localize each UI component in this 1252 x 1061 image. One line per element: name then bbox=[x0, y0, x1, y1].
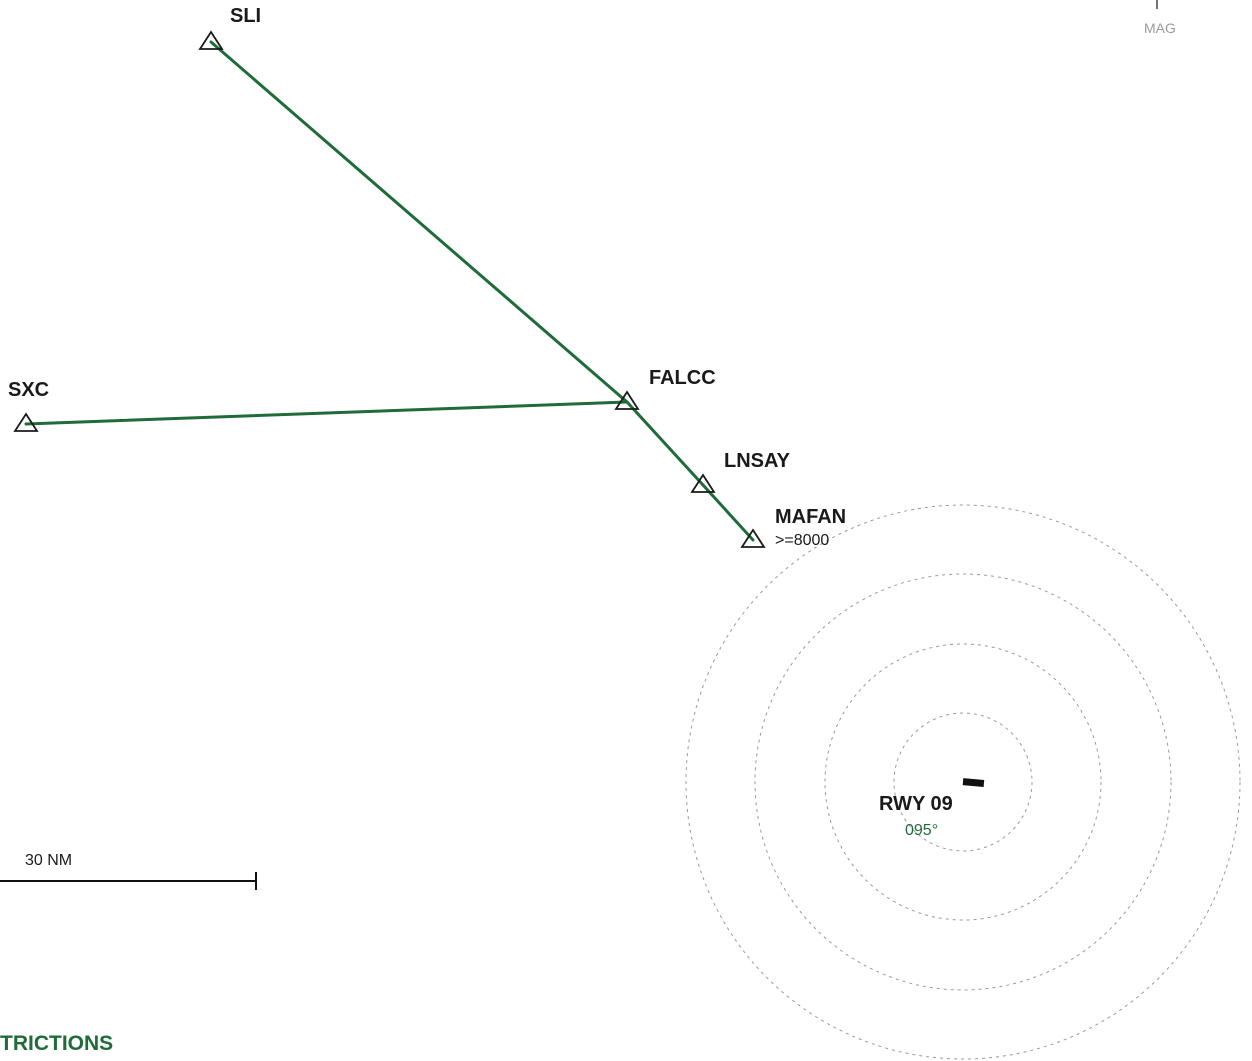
routes bbox=[24, 40, 755, 542]
waypoint-mafan-label: MAFAN bbox=[775, 506, 846, 528]
route-falcc-lnsay[interactable] bbox=[625, 400, 705, 487]
waypoint-mafan-icon[interactable] bbox=[740, 528, 766, 548]
waypoint-sxc-label: SXC bbox=[8, 379, 49, 401]
waypoint-sxc-icon[interactable] bbox=[13, 412, 39, 432]
runway-icon[interactable] bbox=[962, 778, 985, 787]
route-sli-falcc[interactable] bbox=[209, 40, 629, 404]
waypoint-falcc-icon[interactable] bbox=[614, 390, 640, 410]
north-label: MAG bbox=[1144, 20, 1176, 36]
runway-heading: 095° bbox=[905, 822, 938, 839]
route-lnsay-mafan[interactable] bbox=[701, 483, 755, 542]
waypoint-lnsay-label: LNSAY bbox=[724, 450, 791, 472]
distance-ring-3 bbox=[754, 573, 1172, 991]
waypoint-sli-label: SLI bbox=[230, 5, 261, 27]
distance-ring-4 bbox=[685, 504, 1241, 1060]
section-title: TRICTIONS bbox=[0, 1032, 113, 1055]
distance-rings bbox=[685, 504, 1241, 1060]
waypoint-sli-icon[interactable] bbox=[198, 30, 224, 50]
north-indicator: MAG bbox=[1144, 0, 1176, 36]
waypoint-markers bbox=[13, 30, 766, 548]
waypoint-lnsay-icon[interactable] bbox=[690, 473, 716, 493]
route-sxc-falcc[interactable] bbox=[24, 400, 629, 426]
waypoint-mafan-altitude: >=8000 bbox=[775, 532, 829, 549]
waypoint-falcc-label: FALCC bbox=[649, 367, 716, 389]
scale-bar-label: 30 NM bbox=[25, 852, 72, 869]
distance-ring-1 bbox=[893, 712, 1033, 852]
scale-bar: 30 NM bbox=[0, 852, 257, 890]
distance-ring-2 bbox=[824, 643, 1102, 921]
runway-label: RWY 09 bbox=[879, 793, 953, 815]
